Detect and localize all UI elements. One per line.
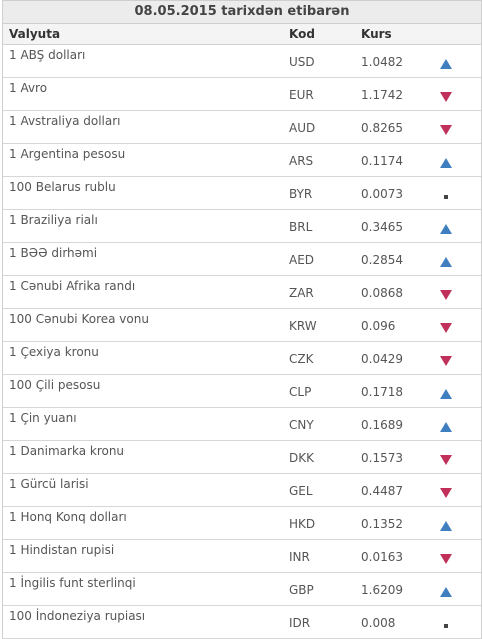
currency-code: AUD [289,121,316,135]
column-header-rate: Kurs [361,27,392,41]
currency-code: KRW [289,319,317,333]
trend-down-icon [439,488,453,502]
currency-code: CZK [289,352,314,366]
currency-name: 1 Gürcü larisi [9,477,89,491]
currency-code: BYR [289,187,313,201]
exchange-rate: 0.1174 [361,154,403,168]
trend-unchanged-icon [439,620,453,634]
table-row: 1 Honq Konq dolları HKD 0.1352 [3,507,481,540]
trend-up-icon [439,59,453,73]
table-row: 1 Cənubi Afrika randı ZAR 0.0868 [3,276,481,309]
exchange-rate: 0.0868 [361,286,403,300]
column-header-currency: Valyuta [9,27,61,41]
exchange-rate: 0.096 [361,319,396,333]
table-body: 1 ABŞ dolları USD 1.0482 1 Avro EUR 1.1742 1 A… [3,45,481,639]
exchange-rate: 0.0163 [361,550,403,564]
currency-name: 1 İngilis funt sterlinqi [9,576,136,590]
exchange-rate: 0.1573 [361,451,403,465]
table-row: 1 Danimarka kronu DKK 0.1573 [3,441,481,474]
currency-code: INR [289,550,310,564]
currency-name: 100 Çili pesosu [9,378,101,392]
column-header-code: Kod [289,27,315,41]
trend-up-icon [439,257,453,271]
trend-up-icon [439,422,453,436]
table-row: 1 Avro EUR 1.1742 [3,78,481,111]
currency-code: HKD [289,517,316,531]
exchange-rate: 0.0073 [361,187,403,201]
currency-code: EUR [289,88,314,102]
currency-code: ZAR [289,286,314,300]
trend-up-icon [439,224,453,238]
trend-up-icon [439,521,453,535]
table-row: 1 ABŞ dolları USD 1.0482 [3,45,481,78]
currency-name: 1 BƏƏ dirhəmi [9,246,98,260]
exchange-rate: 0.1352 [361,517,403,531]
table-row: 1 Gürcü larisi GEL 0.4487 [3,474,481,507]
trend-down-icon [439,323,453,337]
exchange-rate: 0.2854 [361,253,403,267]
trend-down-icon [439,290,453,304]
currency-name: 1 Cənubi Afrika randı [9,279,136,293]
currency-name: 100 Belarus rublu [9,180,116,194]
table-row: 100 İndoneziya rupiası IDR 0.008 [3,606,481,639]
exchange-rate: 0.3465 [361,220,403,234]
table-row: 1 Çin yuanı CNY 0.1689 [3,408,481,441]
trend-up-icon [439,389,453,403]
trend-down-icon [439,554,453,568]
currency-name: 1 Braziliya rialı [9,213,98,227]
trend-down-icon [439,356,453,370]
table-row: 1 Braziliya rialı BRL 0.3465 [3,210,481,243]
table-row: 100 Çili pesosu CLP 0.1718 [3,375,481,408]
currency-name: 100 İndoneziya rupiası [9,609,146,623]
exchange-rate: 0.0429 [361,352,403,366]
currency-code: DKK [289,451,314,465]
currency-name: 1 Çin yuanı [9,411,77,425]
currency-name: 1 Avro [9,81,48,95]
trend-down-icon [439,455,453,469]
currency-code: IDR [289,616,311,630]
currency-name: 1 Hindistan rupisi [9,543,115,557]
table-row: 1 Argentina pesosu ARS 0.1174 [3,144,481,177]
table-row: 1 BƏƏ dirhəmi AED 0.2854 [3,243,481,276]
exchange-rate: 1.6209 [361,583,403,597]
currency-name: 1 Honq Konq dolları [9,510,127,524]
trend-up-icon [439,587,453,601]
currency-code: CLP [289,385,312,399]
currency-name: 1 Argentina pesosu [9,147,126,161]
currency-code: BRL [289,220,313,234]
exchange-rate: 0.1689 [361,418,403,432]
exchange-rate: 0.4487 [361,484,403,498]
table-row: 1 İngilis funt sterlinqi GBP 1.6209 [3,573,481,606]
currency-name: 1 Çexiya kronu [9,345,99,359]
exchange-rate: 1.1742 [361,88,403,102]
currency-code: ARS [289,154,314,168]
exchange-rate: 0.008 [361,616,396,630]
currency-code: CNY [289,418,314,432]
currency-code: GBP [289,583,314,597]
currency-name: 1 Danimarka kronu [9,444,125,458]
table-header: Valyuta Kod Kurs [3,24,481,45]
table-row: 100 Cənubi Korea vonu KRW 0.096 [3,309,481,342]
table-row: 1 Avstraliya dolları AUD 0.8265 [3,111,481,144]
currency-code: GEL [289,484,313,498]
currency-name: 1 Avstraliya dolları [9,114,121,128]
currency-code: AED [289,253,315,267]
currency-code: USD [289,55,315,69]
trend-up-icon [439,158,453,172]
table-row: 1 Hindistan rupisi INR 0.0163 [3,540,481,573]
exchange-rate: 0.8265 [361,121,403,135]
trend-unchanged-icon [439,191,453,205]
currency-name: 100 Cənubi Korea vonu [9,312,149,326]
trend-down-icon [439,125,453,139]
trend-down-icon [439,92,453,106]
table-row: 1 Çexiya kronu CZK 0.0429 [3,342,481,375]
exchange-rate: 0.1718 [361,385,403,399]
table-title: 08.05.2015 tarixdən etibarən [3,0,481,24]
currency-name: 1 ABŞ dolları [9,48,86,62]
exchange-rate: 1.0482 [361,55,403,69]
table-row: 100 Belarus rublu BYR 0.0073 [3,177,481,210]
